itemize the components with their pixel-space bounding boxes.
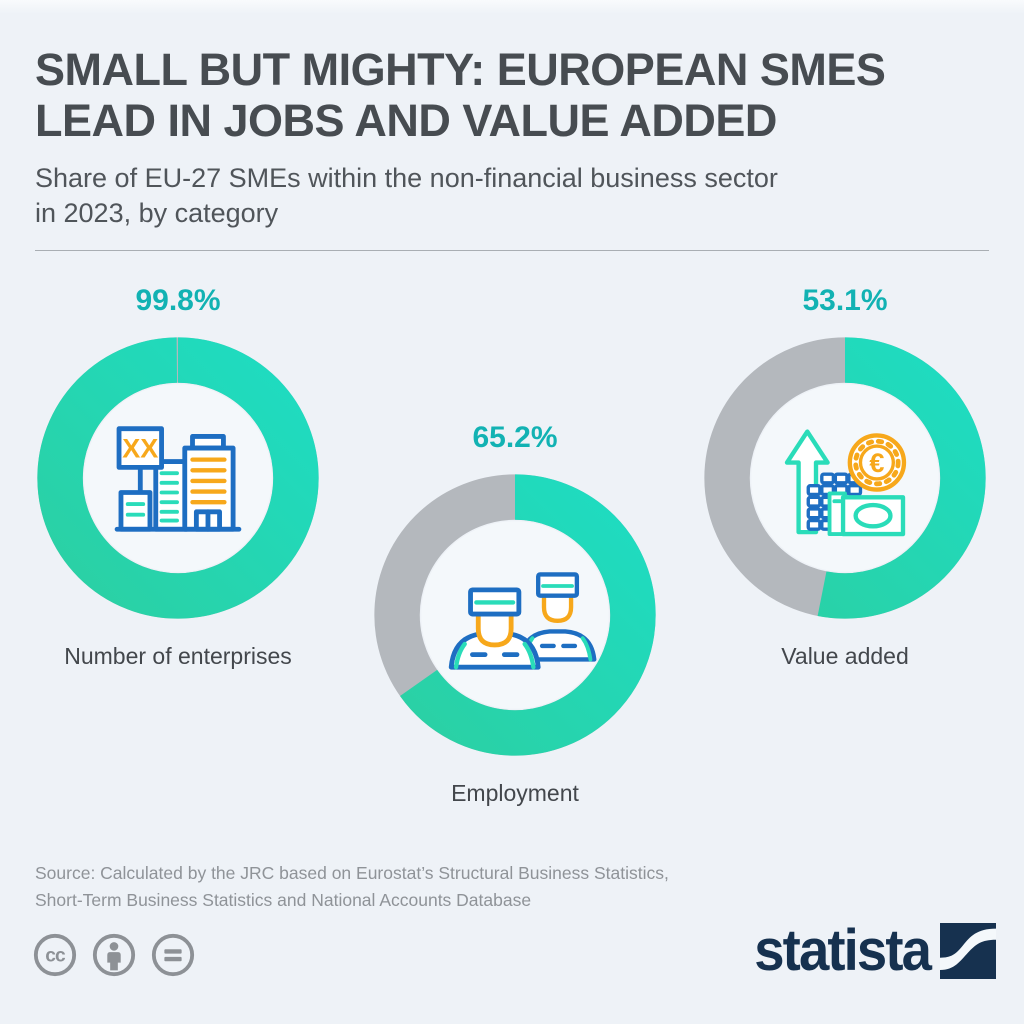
- page-subtitle: Share of EU-27 SMEs within the non-finan…: [35, 161, 989, 232]
- value-label: 99.8%: [135, 284, 221, 317]
- license-badges: cc: [32, 932, 196, 978]
- svg-text:€: €: [869, 448, 884, 478]
- statista-logo-mark: [940, 923, 996, 979]
- category-label-value-added: Value added: [781, 643, 909, 669]
- source-note: Source: Calculated by the JRC based on E…: [35, 860, 669, 914]
- svg-text:XX: XX: [122, 434, 158, 464]
- value-growth-icon: €: [784, 429, 907, 537]
- header-divider: [35, 250, 989, 251]
- cc-icon: cc: [33, 933, 77, 977]
- subtitle-line-2: in 2023, by category: [35, 198, 279, 229]
- header: SMALL BUT MIGHTY: EUROPEAN SMEs LEAD IN …: [35, 44, 989, 232]
- donut-chart-enterprises: 99.8% XX: [33, 283, 323, 670]
- donut-chart-value-added: 53.1% €: [700, 283, 990, 670]
- donut-ring-enterprises: XX: [37, 337, 319, 619]
- donut-value-arc: [37, 337, 319, 619]
- donut-chart-employment: 65.2% Employment: [370, 420, 660, 807]
- attribution-icon: [92, 933, 136, 977]
- category-label-enterprises: Number of enterprises: [64, 643, 292, 669]
- source-line-2: Short-Term Business Statistics and Natio…: [35, 890, 532, 911]
- donut-ring-employment: [374, 474, 656, 756]
- category-label-employment: Employment: [451, 780, 579, 806]
- statista-wordmark: statista: [754, 918, 932, 983]
- subtitle-line-1: Share of EU-27 SMEs within the non-finan…: [35, 162, 778, 193]
- workers-icon: [448, 572, 597, 670]
- donut-value-arc: [704, 337, 986, 619]
- value-label: 65.2%: [472, 421, 558, 454]
- source-line-1: Source: Calculated by the JRC based on E…: [35, 863, 669, 883]
- no-derivatives-icon: [151, 933, 195, 977]
- svg-text:cc: cc: [45, 946, 66, 967]
- title-line-2: LEAD IN JOBS AND VALUE ADDED: [35, 95, 777, 147]
- value-label: 53.1%: [802, 284, 888, 317]
- donut-ring-value-added: €: [704, 337, 986, 619]
- donut-value-arc: [374, 474, 656, 756]
- page-title: SMALL BUT MIGHTY: EUROPEAN SMEs LEAD IN …: [35, 44, 989, 147]
- buildings-icon: XX: [114, 426, 242, 532]
- statista-logo: statista: [743, 922, 996, 980]
- title-line-1: SMALL BUT MIGHTY: EUROPEAN SMEs: [35, 44, 886, 95]
